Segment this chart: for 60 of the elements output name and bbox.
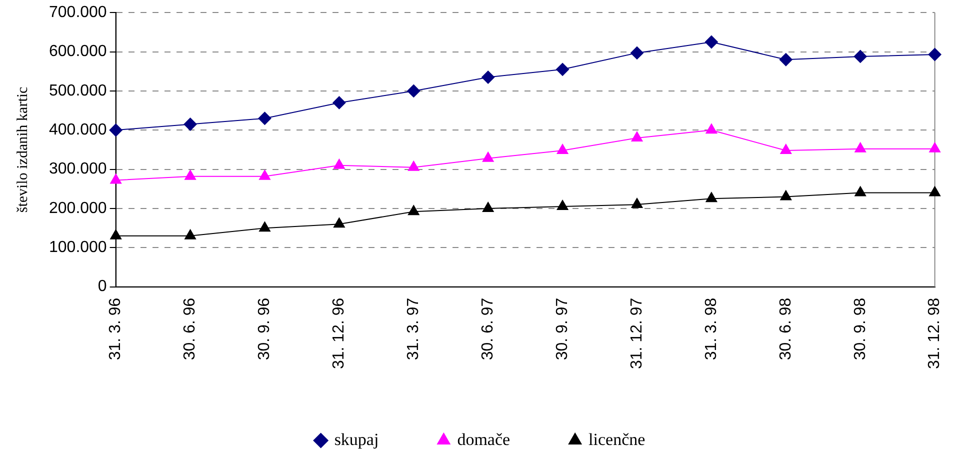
- x-tick-label: 31. 3. 98: [702, 298, 720, 360]
- point: [333, 158, 345, 169]
- x-tick-label: 30. 6. 96: [182, 298, 199, 360]
- x-tick-label: 31. 3. 97: [405, 298, 422, 360]
- point: [706, 192, 718, 202]
- point: [854, 186, 866, 196]
- point: [854, 50, 867, 63]
- x-tick-label: 31. 12. 96: [330, 298, 348, 369]
- point: [184, 170, 196, 180]
- point: [110, 174, 122, 184]
- point: [482, 202, 494, 212]
- point: [556, 62, 570, 76]
- y-tick-label: 400.000: [48, 122, 107, 139]
- point: [259, 222, 270, 232]
- legend-label: skupaj: [334, 430, 379, 449]
- y-tick-label: 700.000: [48, 4, 107, 22]
- point: [258, 112, 272, 125]
- legend-label: domače: [457, 430, 510, 449]
- point: [556, 144, 568, 154]
- point: [408, 160, 420, 171]
- point: [332, 96, 346, 110]
- point: [408, 205, 420, 216]
- x-tick-label: 30. 9. 97: [554, 298, 571, 360]
- x-tick-label: 31. 12. 97: [628, 298, 646, 369]
- point: [780, 144, 792, 154]
- y-tick-label: 500.000: [48, 82, 107, 100]
- x-tick-label: 30. 9. 98: [852, 298, 869, 360]
- point: [556, 200, 568, 210]
- point: [779, 53, 792, 66]
- point: [929, 142, 940, 152]
- point: [407, 84, 420, 98]
- y-tick-label: 100.000: [48, 239, 107, 256]
- point: [184, 229, 196, 240]
- point: [631, 131, 643, 142]
- x-tick-label: 31. 3. 96: [107, 298, 124, 360]
- point: [631, 198, 643, 208]
- point: [929, 186, 940, 196]
- y-tick-label: 300.000: [48, 160, 107, 178]
- y-tick-label: 600.000: [48, 43, 107, 60]
- x-tick-label: 31. 12. 98: [926, 298, 944, 369]
- y-axis-title: število izdanih kartic: [14, 86, 31, 213]
- y-tick-label: 0: [98, 278, 107, 296]
- x-tick-label: 30. 9. 96: [256, 298, 274, 360]
- x-tick-label: 30. 6. 97: [480, 298, 496, 360]
- point: [706, 124, 718, 134]
- point: [482, 70, 495, 84]
- point: [704, 35, 718, 48]
- point: [482, 152, 494, 162]
- point: [110, 229, 122, 240]
- point: [333, 218, 345, 228]
- y-tick-label: 200.000: [48, 200, 107, 217]
- point: [109, 124, 122, 137]
- point: [630, 46, 644, 60]
- point: [854, 142, 866, 152]
- legend-label: licenčne: [588, 430, 646, 449]
- point: [780, 190, 792, 200]
- point: [184, 118, 197, 131]
- x-tick-label: 30. 6. 98: [777, 298, 794, 360]
- point: [259, 170, 270, 180]
- point: [928, 48, 942, 62]
